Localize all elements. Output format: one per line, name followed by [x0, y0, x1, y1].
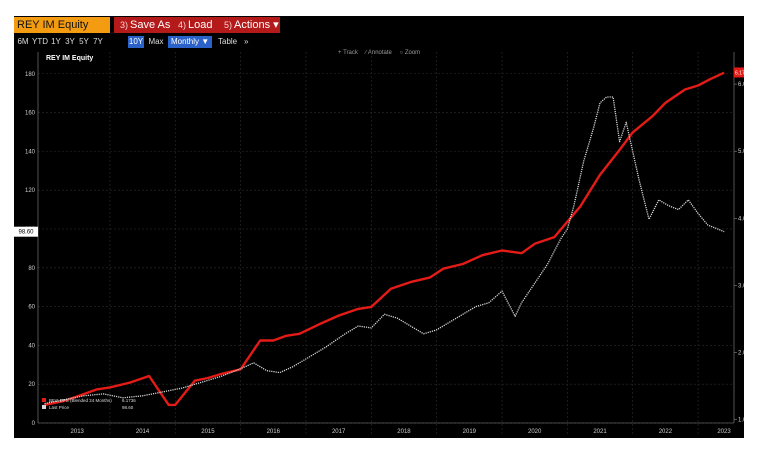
- y-right-tick-label: 4.00: [738, 216, 744, 222]
- zoom-tool[interactable]: ○ Zoom: [399, 50, 421, 56]
- price-series-line: [44, 96, 725, 405]
- y-left-tick-label: 120: [25, 188, 36, 194]
- range-6m[interactable]: 6M: [17, 37, 29, 46]
- x-tick-label: 2018: [397, 429, 411, 435]
- actions-button[interactable]: 5) Actions ▾: [224, 17, 279, 33]
- x-tick-label: 2023: [717, 429, 731, 435]
- chart-window: REY IM Equity 3) Save As 4) Load 5) Actions…: [14, 16, 744, 438]
- save-as-label: Save As: [130, 19, 171, 31]
- price-eps-chart: REY IM Equity 020406080100120140160180 1…: [14, 52, 744, 435]
- eps-series-line: [44, 71, 725, 407]
- x-tick-label: 2014: [136, 429, 150, 435]
- range-ytd[interactable]: YTD: [32, 37, 48, 46]
- price-value-marker: [14, 226, 38, 237]
- y-left-tick-label: 0: [32, 421, 36, 427]
- price-value-label: 98.60: [18, 230, 34, 236]
- load-button[interactable]: 4) Load: [178, 17, 213, 33]
- y-left-tick-label: 60: [28, 305, 35, 311]
- ticker-field[interactable]: REY IM Equity: [14, 17, 110, 33]
- y-left-tick-label: 180: [25, 72, 36, 78]
- y-right-tick-label: 2.00: [738, 351, 744, 357]
- range-max[interactable]: Max: [148, 37, 164, 46]
- year-grid: [109, 52, 699, 435]
- save-as-button[interactable]: 3) Save As: [120, 17, 170, 33]
- chart-tools: + Track ∕ Annotate ○ Zoom: [338, 48, 426, 58]
- y-left-tick-label: 140: [25, 149, 36, 155]
- x-tick-label: 2013: [71, 429, 85, 435]
- menu-bar: 3) Save As 4) Load 5) Actions ▾: [114, 17, 280, 33]
- y-right-tick-label: 5.00: [738, 149, 744, 155]
- legend-name: BEst EPS (Blended 24 Months): [49, 398, 112, 403]
- legend-swatch: [42, 405, 46, 409]
- save-as-shortcut: 3): [120, 20, 129, 30]
- y-left-tick-label: 80: [28, 266, 35, 272]
- left-ticks: 020406080100120140160180: [25, 72, 36, 427]
- y-right-tick-label: 3.00: [738, 283, 744, 289]
- legend-value: 6.1736: [122, 398, 136, 403]
- load-shortcut: 4): [178, 20, 187, 30]
- range-3y[interactable]: 3Y: [65, 37, 75, 46]
- y-left-tick-label: 20: [28, 382, 35, 388]
- range-5y[interactable]: 5Y: [79, 37, 89, 46]
- table-button[interactable]: Table: [218, 37, 238, 46]
- load-label: Load: [188, 19, 213, 31]
- x-ticks: 2013 2014 2015 2016 2017 2018 2019 2020 2021 2022…: [71, 429, 732, 435]
- y-right-tick-label: 1.00: [738, 418, 744, 424]
- series-layer: [44, 71, 725, 407]
- range-7y[interactable]: 7Y: [93, 37, 103, 46]
- actions-shortcut: 5): [224, 20, 233, 30]
- x-tick-label: 2019: [463, 429, 477, 435]
- y-left-tick-label: 40: [28, 343, 35, 349]
- x-tick-label: 2022: [659, 429, 673, 435]
- y-left-tick-label: 160: [25, 111, 36, 117]
- x-tick-label: 2021: [593, 429, 607, 435]
- actions-label: Actions ▾: [234, 19, 279, 31]
- track-tool[interactable]: + Track: [338, 50, 358, 56]
- legend-swatch: [42, 398, 46, 402]
- x-tick-label: 2015: [201, 429, 215, 435]
- range-1y[interactable]: 1Y: [51, 37, 61, 46]
- current-value-markers: 98.60 6.1736: [14, 67, 744, 237]
- toolbar: REY IM Equity 3) Save As 4) Load 5) Actions…: [14, 16, 744, 34]
- range-bar: 6M YTD 1Y 3Y 5Y 7Y 10Y Max: [14, 36, 744, 48]
- frequency-dropdown[interactable]: Monthly ▼: [168, 36, 212, 48]
- grid: [38, 73, 734, 424]
- x-tick-label: 2016: [267, 429, 281, 435]
- range-10y[interactable]: 10Y: [128, 36, 144, 48]
- eps-value-marker: [734, 67, 744, 78]
- x-tick-label: 2017: [332, 429, 346, 435]
- legend-value: 98.60: [122, 405, 134, 410]
- chart-title: REY IM Equity: [46, 55, 93, 62]
- y-right-tick-label: 6.00: [738, 82, 744, 88]
- eps-value-label: 6.1736: [735, 70, 744, 76]
- legend: BEst EPS (Blended 24 Months) 6.1736 Last P…: [42, 398, 136, 410]
- legend-name: Last Price: [49, 405, 70, 410]
- expand-button[interactable]: »: [244, 37, 249, 46]
- annotate-tool[interactable]: ∕ Annotate: [365, 50, 392, 56]
- x-tick-label: 2020: [528, 429, 542, 435]
- right-ticks: 1.00 2.00 3.00 4.00 5.00 6.00: [734, 82, 744, 424]
